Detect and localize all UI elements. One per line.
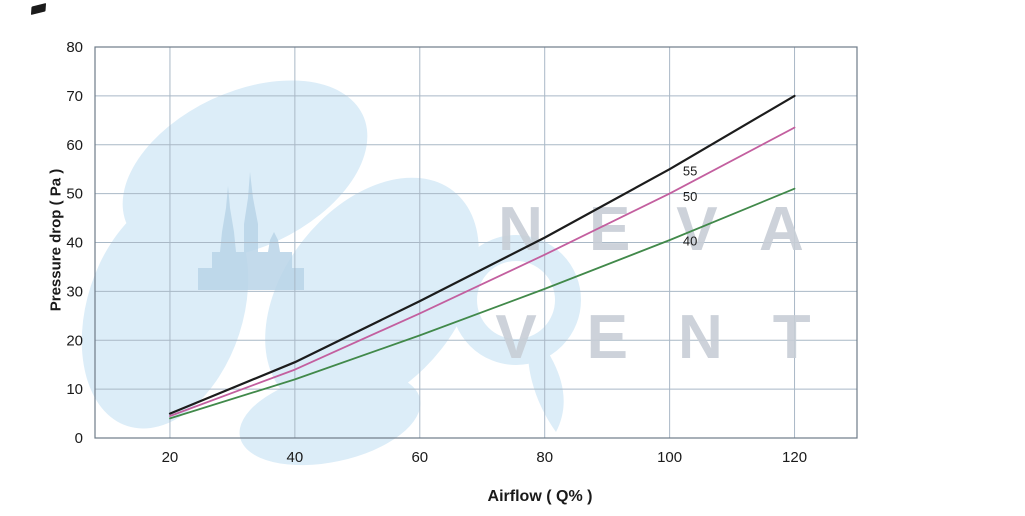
series-label-40: 40 — [683, 234, 697, 249]
y-tick-label: 30 — [66, 283, 83, 300]
x-tick-label: 40 — [287, 449, 304, 466]
x-tick-label: 20 — [162, 449, 179, 466]
series-line-50 — [169, 126, 796, 417]
x-tick-label: 80 — [536, 449, 553, 466]
x-axis-title: Airflow ( Q% ) — [487, 488, 593, 505]
series-line-40 — [169, 187, 796, 420]
y-tick-label: 60 — [66, 137, 83, 154]
watermark-text-line1: NEVA — [498, 195, 850, 264]
y-axis-title: Pressure drop ( Pa ) — [47, 168, 65, 312]
y-tick-label: 0 — [75, 430, 83, 447]
y-tick-label: 70 — [66, 88, 83, 105]
y-tick-label: 40 — [66, 235, 83, 252]
series-line-55 — [168, 94, 796, 415]
x-tick-label: 60 — [411, 449, 428, 466]
x-tick-label: 120 — [782, 449, 807, 466]
cathedral-silhouette-icon — [198, 172, 304, 290]
plot-border — [94, 46, 858, 439]
y-tick-label: 10 — [66, 381, 83, 398]
leaf-swirl-icon — [81, 80, 581, 466]
x-tick-label: 100 — [657, 449, 682, 466]
series-label-50: 50 — [683, 189, 697, 204]
y-tick-label: 50 — [66, 186, 83, 203]
watermark-text-line2: VENT — [495, 303, 860, 372]
y-tick-label: 80 — [66, 39, 83, 56]
y-tick-label: 20 — [66, 332, 83, 349]
series-label-55: 55 — [683, 164, 697, 179]
